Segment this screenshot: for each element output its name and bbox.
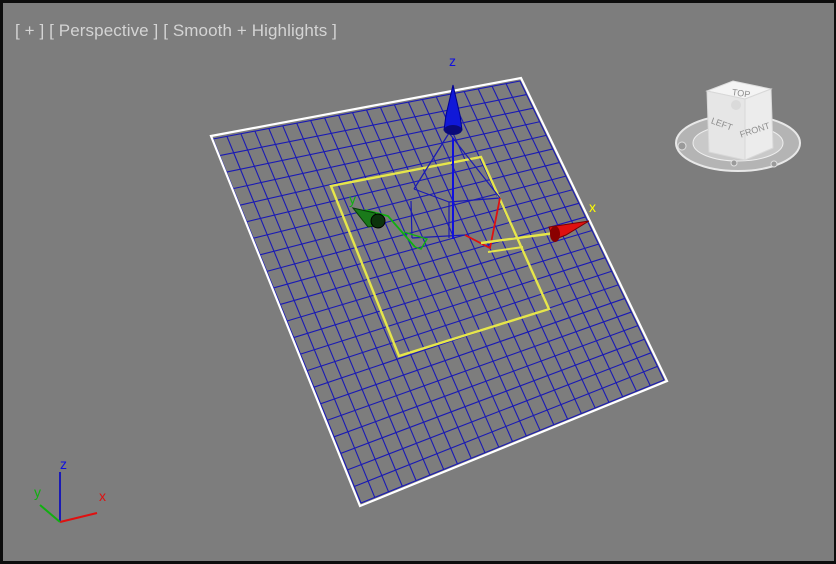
mesh-grid-line bbox=[407, 101, 555, 425]
gizmo-y-label: y bbox=[349, 191, 356, 207]
world-axis-z-label: z bbox=[60, 456, 67, 472]
mesh-grid-line bbox=[393, 104, 541, 431]
mesh-grid-line bbox=[435, 96, 582, 414]
mesh-grid-line bbox=[347, 352, 652, 471]
gizmo-construction-lines bbox=[410, 132, 501, 239]
mesh-grid-line bbox=[340, 338, 645, 454]
gizmo-y-axis[interactable]: y bbox=[349, 191, 429, 250]
mesh-grid-line bbox=[286, 229, 593, 322]
mesh-grid-line bbox=[421, 99, 569, 420]
mesh-grid-line bbox=[320, 297, 625, 405]
mesh-grid-line bbox=[307, 270, 612, 372]
shading-mode-menu[interactable]: [ Smooth + Highlights ] bbox=[163, 21, 338, 40]
gizmo-plane-highlight[interactable] bbox=[329, 155, 551, 358]
mesh-grid-line bbox=[505, 83, 651, 386]
mesh-grid-line bbox=[519, 80, 665, 381]
mesh-grid-line bbox=[379, 107, 527, 437]
mesh-grid-line bbox=[360, 379, 665, 504]
gizmo-z-label: z bbox=[449, 53, 456, 69]
viewcube[interactable]: TOP FRONT LEFT bbox=[675, 80, 801, 172]
mesh-grid-line bbox=[327, 311, 632, 421]
plane-mesh[interactable] bbox=[212, 80, 665, 504]
mesh-grid-line bbox=[333, 325, 639, 438]
world-axis-tripod: z x y bbox=[34, 456, 106, 523]
viewport-scene: y z x bbox=[34, 53, 801, 523]
mesh-grid-line bbox=[293, 243, 599, 339]
move-gizmo[interactable]: y z x bbox=[329, 53, 596, 358]
mesh-grid-line bbox=[354, 365, 658, 487]
viewcube-top-label: TOP bbox=[731, 87, 751, 99]
mesh-grid-line bbox=[477, 88, 624, 398]
world-axis-y-label: y bbox=[34, 484, 41, 500]
mesh-grid-line bbox=[463, 91, 610, 403]
viewcube-front-face[interactable] bbox=[744, 88, 774, 161]
gizmo-x-axis[interactable]: x bbox=[464, 197, 596, 253]
gizmo-z-axis[interactable]: z bbox=[443, 53, 463, 239]
mesh-grid-line bbox=[300, 257, 606, 355]
mesh-grid-line bbox=[491, 86, 637, 392]
gizmo-x-label: x bbox=[589, 199, 596, 215]
selection-bracket bbox=[209, 76, 669, 508]
viewport-label: [ + ] [ Perspective ] [ Smooth + Highlig… bbox=[15, 21, 337, 41]
view-mode-menu[interactable]: [ Perspective ] bbox=[49, 21, 159, 40]
viewport-menu-button[interactable]: [ + ] bbox=[15, 21, 45, 40]
world-axis-x-label: x bbox=[99, 488, 106, 504]
